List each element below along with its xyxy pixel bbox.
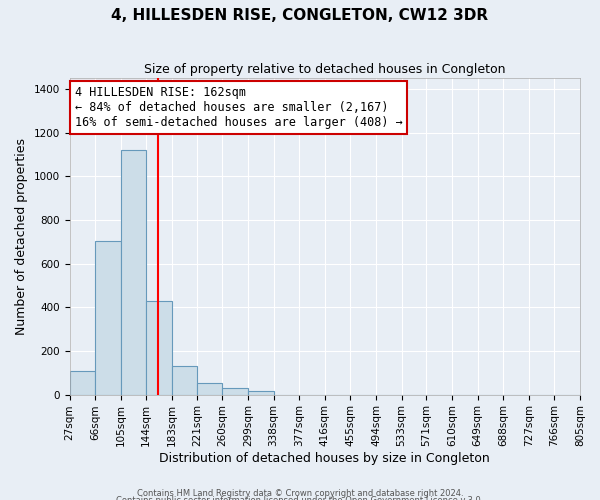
- Text: 4, HILLESDEN RISE, CONGLETON, CW12 3DR: 4, HILLESDEN RISE, CONGLETON, CW12 3DR: [112, 8, 488, 22]
- Bar: [223, 388, 248, 394]
- Y-axis label: Number of detached properties: Number of detached properties: [15, 138, 28, 335]
- Bar: [70, 370, 95, 394]
- Text: 4 HILLESDEN RISE: 162sqm
← 84% of detached houses are smaller (2,167)
16% of sem: 4 HILLESDEN RISE: 162sqm ← 84% of detach…: [74, 86, 403, 129]
- Bar: [172, 366, 197, 394]
- Bar: [248, 392, 274, 394]
- Text: Contains HM Land Registry data © Crown copyright and database right 2024.: Contains HM Land Registry data © Crown c…: [137, 488, 463, 498]
- Bar: [121, 150, 146, 394]
- X-axis label: Distribution of detached houses by size in Congleton: Distribution of detached houses by size …: [160, 452, 490, 465]
- Bar: [95, 240, 121, 394]
- Title: Size of property relative to detached houses in Congleton: Size of property relative to detached ho…: [144, 62, 506, 76]
- Text: Contains public sector information licensed under the Open Government Licence v.: Contains public sector information licen…: [116, 496, 484, 500]
- Bar: [146, 300, 172, 394]
- Bar: [197, 382, 223, 394]
